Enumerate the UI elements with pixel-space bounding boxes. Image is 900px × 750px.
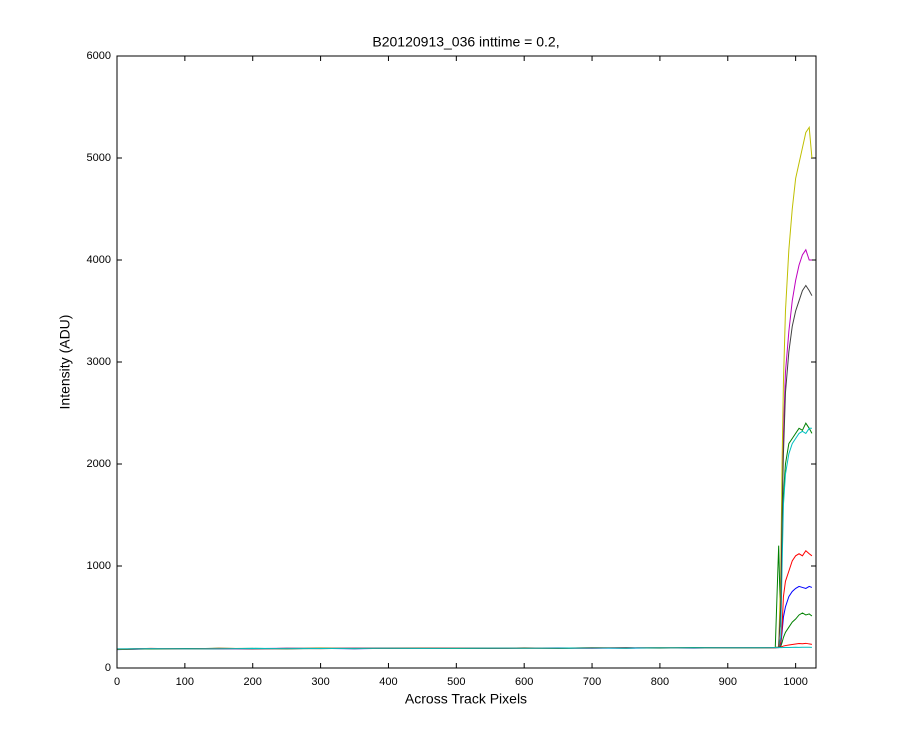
x-tick-label: 200 <box>244 676 262 688</box>
x-tick-label: 900 <box>719 676 737 688</box>
x-tick-label: 300 <box>311 676 329 688</box>
y-tick-label: 1000 <box>87 560 111 572</box>
x-tick-label: 700 <box>583 676 601 688</box>
x-tick-label: 500 <box>447 676 465 688</box>
y-tick-label: 6000 <box>87 50 111 62</box>
x-tick-label: 800 <box>651 676 669 688</box>
y-tick-label: 0 <box>105 662 111 674</box>
x-tick-label: 400 <box>379 676 397 688</box>
data-line <box>116 646 812 650</box>
x-tick-label: 1000 <box>783 676 807 688</box>
x-axis-label: Across Track Pixels <box>405 691 527 707</box>
y-tick-label: 2000 <box>87 458 111 470</box>
chart-title: B20120913_036 inttime = 0.2, <box>372 34 559 50</box>
y-tick-label: 3000 <box>87 356 111 368</box>
y-tick-label: 5000 <box>87 152 111 164</box>
y-axis-label: Intensity (ADU) <box>57 315 73 410</box>
x-tick-label: 100 <box>176 676 194 688</box>
plot-frame <box>116 55 817 669</box>
x-tick-label: 0 <box>114 676 120 688</box>
y-tick-label: 4000 <box>87 254 111 266</box>
x-tick-label: 600 <box>515 676 533 688</box>
